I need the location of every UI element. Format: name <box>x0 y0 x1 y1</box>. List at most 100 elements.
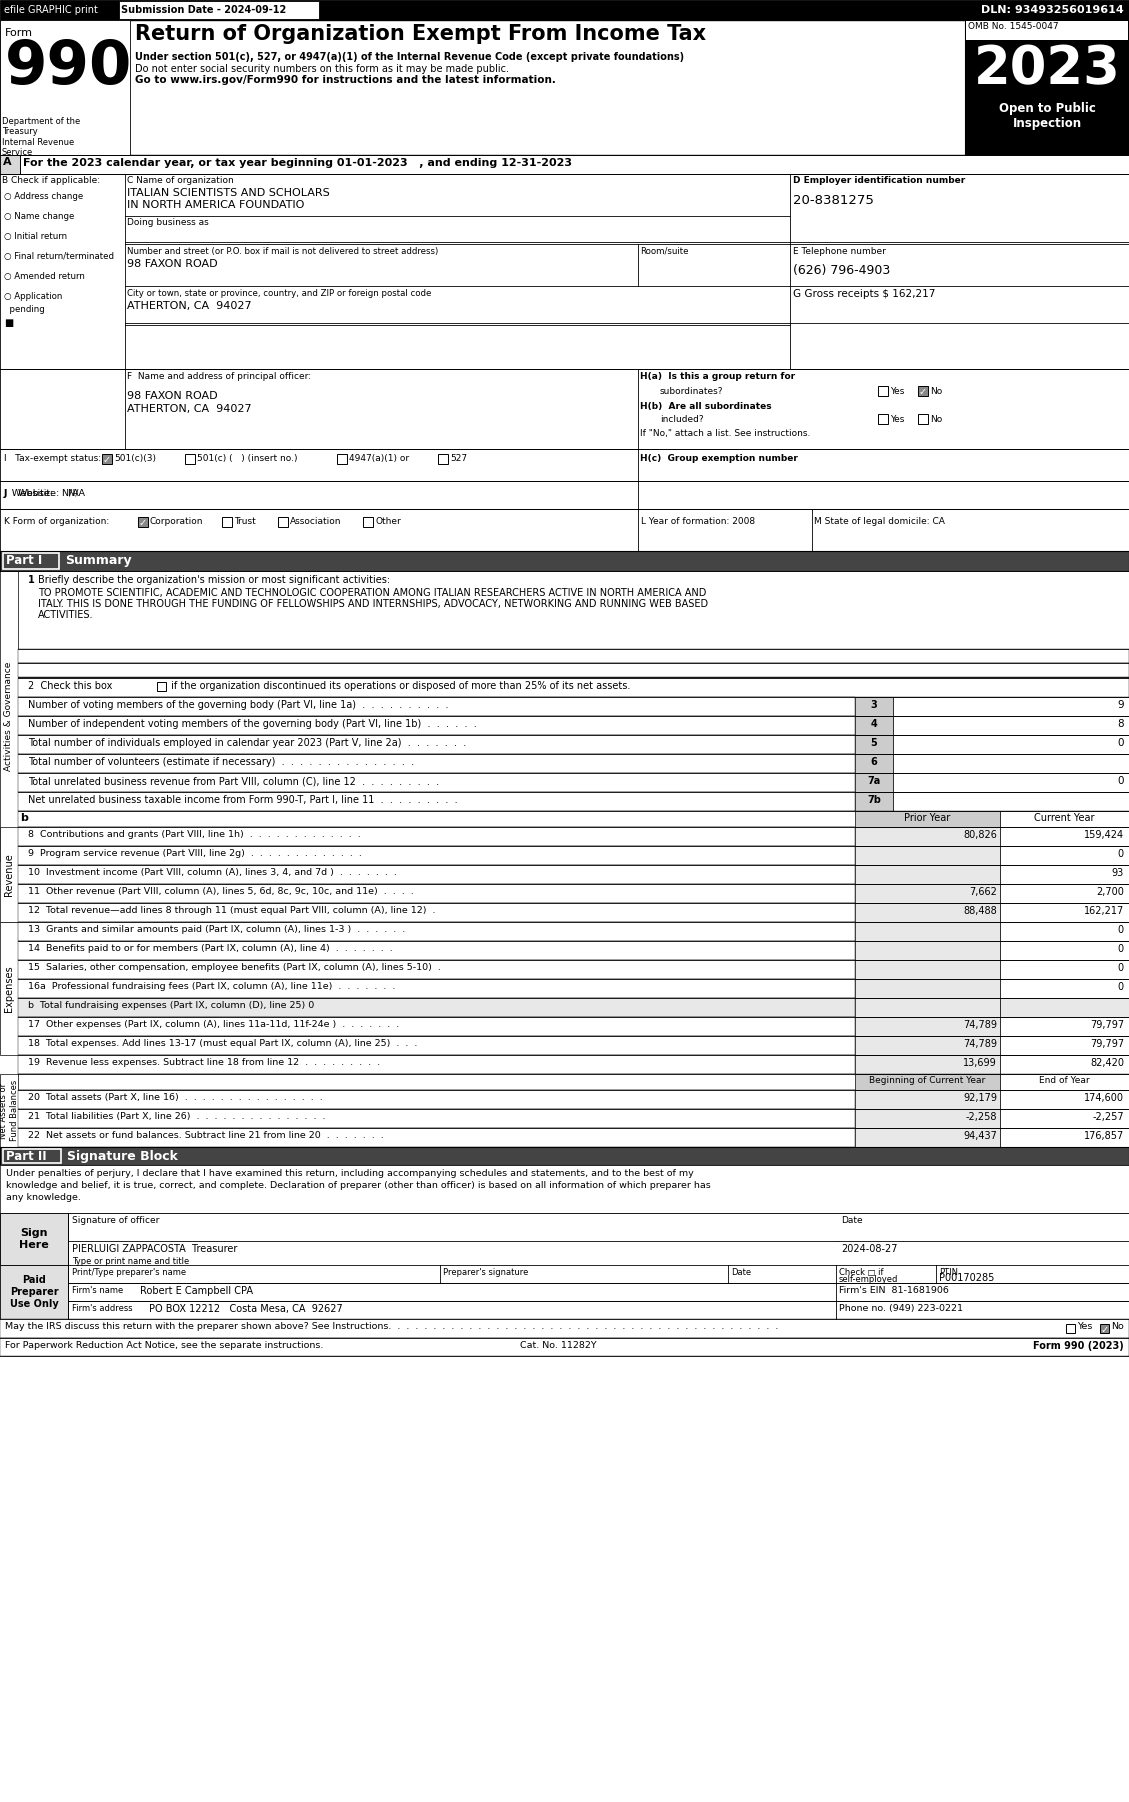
Bar <box>18 735 855 753</box>
Text: 19  Revenue less expenses. Subtract line 18 from line 12  .  .  .  .  .  .  .  .: 19 Revenue less expenses. Subtract line … <box>28 1058 380 1067</box>
Bar <box>18 811 1129 827</box>
Text: ACTIVITIES.: ACTIVITIES. <box>38 611 94 620</box>
Bar <box>364 517 373 526</box>
Text: J: J <box>5 488 8 497</box>
Bar <box>185 454 195 463</box>
Bar <box>0 155 20 175</box>
Bar <box>855 923 1000 941</box>
Bar <box>855 960 1000 978</box>
Text: ○ Initial return: ○ Initial return <box>5 232 67 241</box>
Bar <box>1000 1016 1129 1036</box>
Bar <box>0 481 1129 508</box>
Bar <box>3 553 59 569</box>
Text: 74,789: 74,789 <box>963 1020 997 1031</box>
Text: Room/suite: Room/suite <box>640 247 689 256</box>
Text: 2  Check this box: 2 Check this box <box>28 681 115 690</box>
Text: 0: 0 <box>1118 849 1124 860</box>
Text: PIERLUIGI ZAPPACOSTA  Treasurer: PIERLUIGI ZAPPACOSTA Treasurer <box>72 1243 237 1254</box>
Text: 18  Total expenses. Add lines 13-17 (must equal Part IX, column (A), line 25)  .: 18 Total expenses. Add lines 13-17 (must… <box>28 1040 418 1049</box>
Text: Net unrelated business taxable income from Form 990-T, Part I, line 11  .  .  . : Net unrelated business taxable income fr… <box>28 795 457 805</box>
Text: ✓: ✓ <box>919 387 927 396</box>
Text: Total number of volunteers (estimate if necessary)  .  .  .  .  .  .  .  .  .  .: Total number of volunteers (estimate if … <box>28 757 414 768</box>
Text: 176,857: 176,857 <box>1084 1132 1124 1141</box>
Text: Other: Other <box>375 517 401 526</box>
Text: 16a  Professional fundraising fees (Part IX, column (A), line 11e)  .  .  .  .  : 16a Professional fundraising fees (Part … <box>28 982 395 991</box>
Bar <box>855 845 1000 865</box>
Bar <box>102 454 112 463</box>
Bar <box>18 1036 855 1054</box>
Bar <box>855 1128 1000 1148</box>
Bar <box>438 454 448 463</box>
Bar <box>222 517 231 526</box>
Text: OMB No. 1545-0047: OMB No. 1545-0047 <box>968 22 1059 31</box>
Text: 20-8381275: 20-8381275 <box>793 195 874 207</box>
Text: subordinates?: subordinates? <box>660 387 724 396</box>
Bar <box>0 1148 1129 1166</box>
Bar <box>1000 885 1129 903</box>
Text: 174,600: 174,600 <box>1084 1094 1124 1103</box>
Bar <box>138 517 148 526</box>
Text: Date: Date <box>730 1269 751 1278</box>
Text: 6: 6 <box>870 757 877 768</box>
Text: 1: 1 <box>28 575 35 586</box>
Bar <box>0 1319 1129 1339</box>
Bar <box>0 508 1129 551</box>
Bar <box>855 735 893 753</box>
Text: Sign
Here: Sign Here <box>19 1229 49 1251</box>
Text: 0: 0 <box>1118 924 1124 935</box>
Bar <box>1000 978 1129 998</box>
Bar <box>18 697 855 715</box>
Bar <box>18 960 855 978</box>
Text: Firm's name: Firm's name <box>72 1287 123 1296</box>
Text: Form: Form <box>5 29 33 38</box>
Text: 79,797: 79,797 <box>1089 1020 1124 1031</box>
Text: No: No <box>930 387 943 396</box>
Text: G Gross receipts $ 162,217: G Gross receipts $ 162,217 <box>793 288 935 299</box>
Text: Association: Association <box>290 517 341 526</box>
Bar <box>855 903 1000 923</box>
Bar <box>18 571 1129 649</box>
Text: Summary: Summary <box>65 553 132 568</box>
Bar <box>18 923 855 941</box>
Bar <box>18 1074 1129 1090</box>
Text: City or town, state or province, country, and ZIP or foreign postal code: City or town, state or province, country… <box>126 288 431 297</box>
Text: F  Name and address of principal officer:: F Name and address of principal officer: <box>126 371 312 380</box>
Bar <box>0 1166 1129 1213</box>
Text: 5: 5 <box>870 739 877 748</box>
Text: E Telephone number: E Telephone number <box>793 247 886 256</box>
Bar <box>855 1074 1000 1090</box>
Text: ■: ■ <box>5 317 14 328</box>
Bar <box>1000 811 1129 827</box>
Bar <box>0 20 130 155</box>
Bar <box>855 1036 1000 1054</box>
Text: ✓: ✓ <box>103 454 111 465</box>
Bar <box>893 735 1129 753</box>
Bar <box>18 1108 855 1128</box>
Bar <box>18 865 855 885</box>
Text: Firm's EIN  81-1681906: Firm's EIN 81-1681906 <box>839 1287 948 1296</box>
Text: May the IRS discuss this return with the preparer shown above? See Instructions.: May the IRS discuss this return with the… <box>5 1323 785 1332</box>
Bar <box>119 2 320 20</box>
Text: Do not enter social security numbers on this form as it may be made public.: Do not enter social security numbers on … <box>135 65 509 74</box>
Text: Number of voting members of the governing body (Part VI, line 1a)  .  .  .  .  .: Number of voting members of the governin… <box>28 699 448 710</box>
Bar <box>855 1016 1000 1036</box>
Bar <box>1000 845 1129 865</box>
Text: Trust: Trust <box>234 517 256 526</box>
Text: Under section 501(c), 527, or 4947(a)(1) of the Internal Revenue Code (except pr: Under section 501(c), 527, or 4947(a)(1)… <box>135 52 684 61</box>
Text: Print/Type preparer's name: Print/Type preparer's name <box>72 1269 186 1278</box>
Bar <box>0 155 1129 175</box>
Text: 17  Other expenses (Part IX, column (A), lines 11a-11d, 11f-24e )  .  .  .  .  .: 17 Other expenses (Part IX, column (A), … <box>28 1020 400 1029</box>
Text: TO PROMOTE SCIENTIFIC, ACADEMIC AND TECHNOLOGIC COOPERATION AMONG ITALIAN RESEAR: TO PROMOTE SCIENTIFIC, ACADEMIC AND TECH… <box>38 587 707 598</box>
Bar <box>18 1016 855 1036</box>
Text: Number and street (or P.O. box if mail is not delivered to street address): Number and street (or P.O. box if mail i… <box>126 247 438 256</box>
Bar <box>18 1128 855 1148</box>
Bar <box>0 1265 68 1319</box>
Bar <box>18 1090 855 1108</box>
Text: (626) 796-4903: (626) 796-4903 <box>793 265 891 278</box>
Text: ✓: ✓ <box>139 517 147 528</box>
Bar <box>0 20 1129 155</box>
Text: C Name of organization: C Name of organization <box>126 177 234 186</box>
Bar <box>1000 960 1129 978</box>
Text: 8: 8 <box>1118 719 1124 730</box>
Text: Phone no. (949) 223-0221: Phone no. (949) 223-0221 <box>839 1305 963 1314</box>
